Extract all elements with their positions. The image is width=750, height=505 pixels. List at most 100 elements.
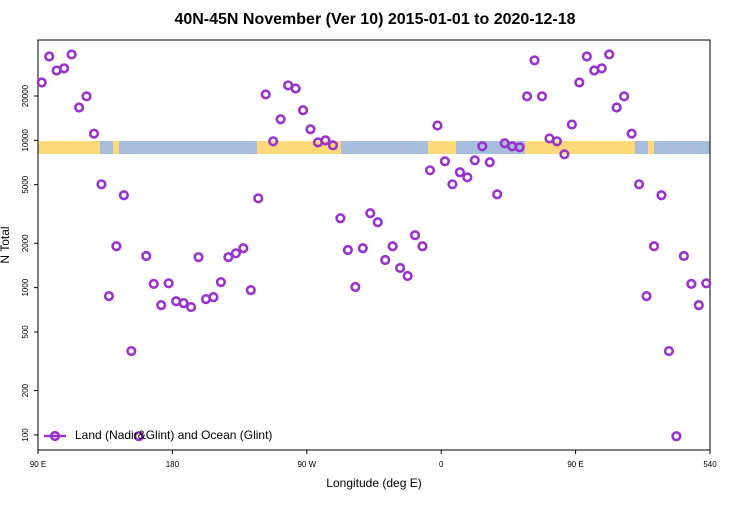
y-tick-label: 500 — [21, 325, 30, 339]
data-point — [260, 89, 271, 100]
data-point — [133, 431, 144, 442]
data-point — [693, 300, 704, 311]
x-tick-label: 90 W — [297, 460, 316, 469]
legend-marker — [49, 430, 61, 442]
data-point — [59, 63, 70, 74]
data-point — [297, 105, 309, 116]
data-point — [701, 278, 712, 289]
data-point — [611, 102, 622, 113]
data-point — [633, 179, 645, 190]
x-tick-label: 180 — [166, 460, 180, 469]
x-tick-label: 90 E — [30, 460, 46, 469]
data-point — [178, 298, 189, 309]
data-point — [619, 91, 630, 102]
data-point — [335, 213, 346, 224]
x-tick-label: 90 E — [567, 460, 583, 469]
data-point — [268, 136, 279, 147]
data-point — [417, 241, 428, 252]
data-point — [402, 270, 413, 282]
data-point — [596, 63, 607, 74]
data-point — [156, 300, 167, 311]
land-ocean-strip — [38, 141, 710, 154]
y-tick-label: 200 — [21, 383, 30, 397]
data-point — [581, 51, 592, 62]
data-point — [678, 250, 689, 262]
data-point — [290, 83, 301, 94]
y-tick-label: 1000 — [21, 278, 30, 296]
data-point — [305, 124, 316, 135]
data-point — [357, 243, 368, 254]
data-point — [648, 241, 660, 252]
data-point — [81, 91, 92, 102]
data-point — [148, 278, 159, 290]
y-axis-label: N Total — [0, 226, 12, 263]
data-point — [253, 193, 264, 204]
data-point — [215, 277, 227, 288]
data-point — [111, 241, 122, 252]
data-point — [245, 285, 256, 296]
y-tick-label: 100 — [21, 428, 30, 442]
data-point — [686, 278, 697, 290]
chart-title: 40N-45N November (Ver 10) 2015-01-01 to … — [174, 11, 575, 28]
data-point — [380, 254, 391, 266]
x-tick-label: 0 — [439, 460, 444, 469]
y-tick-label: 10000 — [21, 129, 30, 152]
data-point — [462, 172, 473, 183]
data-point — [559, 149, 570, 160]
data-point — [118, 190, 129, 201]
data-point — [454, 167, 465, 178]
data-point — [663, 345, 675, 357]
data-point — [372, 217, 383, 228]
data-point — [492, 189, 503, 200]
data-point — [641, 290, 652, 302]
data-point — [342, 244, 353, 256]
data-point — [275, 114, 286, 125]
data-point — [671, 431, 682, 442]
data-point — [66, 49, 77, 60]
data-point — [163, 278, 174, 289]
data-point — [230, 248, 241, 259]
data-point — [193, 252, 204, 263]
data-point — [477, 141, 488, 152]
data-point — [96, 179, 107, 190]
data-point — [88, 128, 100, 139]
data-point — [103, 290, 115, 302]
data-point — [73, 102, 85, 113]
data-point — [439, 156, 451, 167]
data-point — [223, 252, 234, 263]
data-point — [529, 55, 540, 66]
data-point — [238, 243, 249, 254]
data-point — [424, 165, 436, 176]
data-point — [395, 262, 406, 274]
data-point — [514, 142, 525, 153]
data-point — [432, 120, 443, 131]
x-tick-label: 540 — [703, 460, 717, 469]
data-point — [536, 91, 548, 102]
legend-label: Land (Nadir&Glint) and Ocean (Glint) — [75, 428, 272, 442]
data-point — [141, 250, 152, 262]
data-point — [626, 128, 637, 139]
data-point — [387, 241, 398, 252]
plot-frame — [37, 39, 711, 451]
data-point — [126, 345, 137, 357]
data-point — [365, 208, 376, 219]
x-axis-label: Longitude (deg E) — [326, 476, 421, 490]
data-point — [469, 155, 480, 166]
data-point — [656, 190, 667, 201]
data-point — [447, 179, 458, 190]
data-point — [350, 281, 361, 293]
data-point — [409, 230, 421, 241]
data-point — [521, 91, 533, 102]
data-point — [185, 301, 197, 313]
data-point — [36, 77, 47, 88]
data-point — [566, 119, 577, 130]
data-point — [208, 292, 219, 303]
y-tick-label: 5000 — [21, 175, 30, 193]
data-point — [551, 136, 563, 147]
y-tick-label: 2000 — [21, 234, 30, 252]
y-tick-label: 20000 — [21, 84, 30, 107]
data-point — [574, 77, 585, 88]
data-point — [327, 140, 339, 151]
